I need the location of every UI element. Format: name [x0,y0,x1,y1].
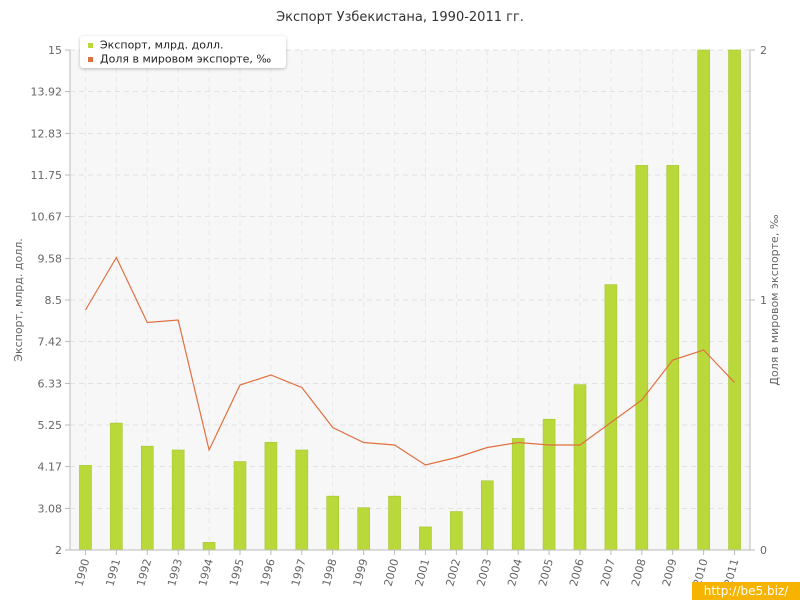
y-tick-label: 15 [48,44,62,57]
legend-swatch-export [88,42,93,48]
y2-tick-label: 1 [760,294,767,307]
bar [697,50,710,550]
x-tick-label: 1999 [351,557,371,587]
bar [234,461,246,550]
bar [419,526,432,550]
y-tick-label: 13.92 [31,86,63,99]
y-tick-label: 11.75 [31,169,63,182]
y-tick-label: 5.25 [38,419,63,432]
bar [728,50,741,550]
x-tick-label: 1998 [320,557,340,587]
bar [635,165,648,550]
x-tick-label: 1997 [289,557,309,587]
y-tick-label: 10.67 [31,211,63,224]
bar [264,442,277,550]
bar [574,384,586,550]
x-tick-label: 1990 [73,557,93,587]
y-tick-label: 3.08 [38,502,63,515]
x-tick-label: 1994 [196,557,216,587]
y-tick-label: 2 [55,544,62,557]
y-tick-label: 12.83 [31,127,63,140]
x-tick-label: 2007 [598,557,618,587]
x-tick-label: 2003 [474,557,494,587]
legend-label-export: Экспорт, млрд. долл. [100,38,224,52]
bar [604,284,617,550]
bar [481,480,494,550]
y-tick-label: 6.33 [38,377,63,390]
x-tick-label: 2008 [629,557,649,587]
x-tick-label: 1993 [165,557,185,587]
x-tick-label: 1991 [103,557,123,587]
legend: Экспорт, млрд. долл. Доля в мировом эксп… [80,36,286,68]
y2-axis-label: Доля в мировом экспорте, ‰ [768,214,781,385]
bar [203,542,216,550]
x-tick-label: 1996 [258,557,278,587]
x-tick-label: 2001 [413,557,433,587]
x-tick-label: 1995 [227,557,247,587]
bar [110,423,123,550]
bar [79,465,92,550]
bar [141,446,154,550]
y-tick-label: 9.58 [38,252,63,265]
line-series [84,256,735,466]
bar [295,450,308,550]
y-tick-label: 8.5 [45,294,63,307]
bar [543,419,556,550]
y-tick-label: 4.17 [38,461,63,474]
bar-series [79,49,741,551]
legend-swatch-share [88,56,93,62]
x-tick-label: 2005 [536,557,556,587]
bar [357,507,370,550]
legend-label-share: Доля в мировом экспорте, ‰ [100,52,272,66]
y-tick-label: 7.42 [38,336,63,349]
legend-item-export: Экспорт, млрд. долл. [88,38,223,52]
x-tick-label: 2004 [505,557,525,587]
bar [172,450,185,550]
bar [388,496,401,550]
y2-tick-label: 2 [760,44,767,57]
chart-title: Экспорт Узбекистана, 1990-2011 гг. [276,10,524,25]
y2-tick-label: 0 [760,544,767,557]
x-tick-label: 1992 [134,557,154,587]
x-tick-label: 2009 [660,557,680,587]
x-tick-label: 2002 [443,557,463,587]
x-tick-label: 2006 [567,557,587,587]
bar [450,511,463,550]
y-axis-label: Экспорт, млрд. долл. [12,238,25,361]
x-tick-label: 2000 [382,557,402,587]
bar [666,165,679,550]
watermark: http://be5.biz/ [692,582,800,600]
bar [326,496,339,550]
legend-item-share: Доля в мировом экспорте, ‰ [88,52,271,66]
share-line [84,256,735,466]
bar [512,438,525,550]
